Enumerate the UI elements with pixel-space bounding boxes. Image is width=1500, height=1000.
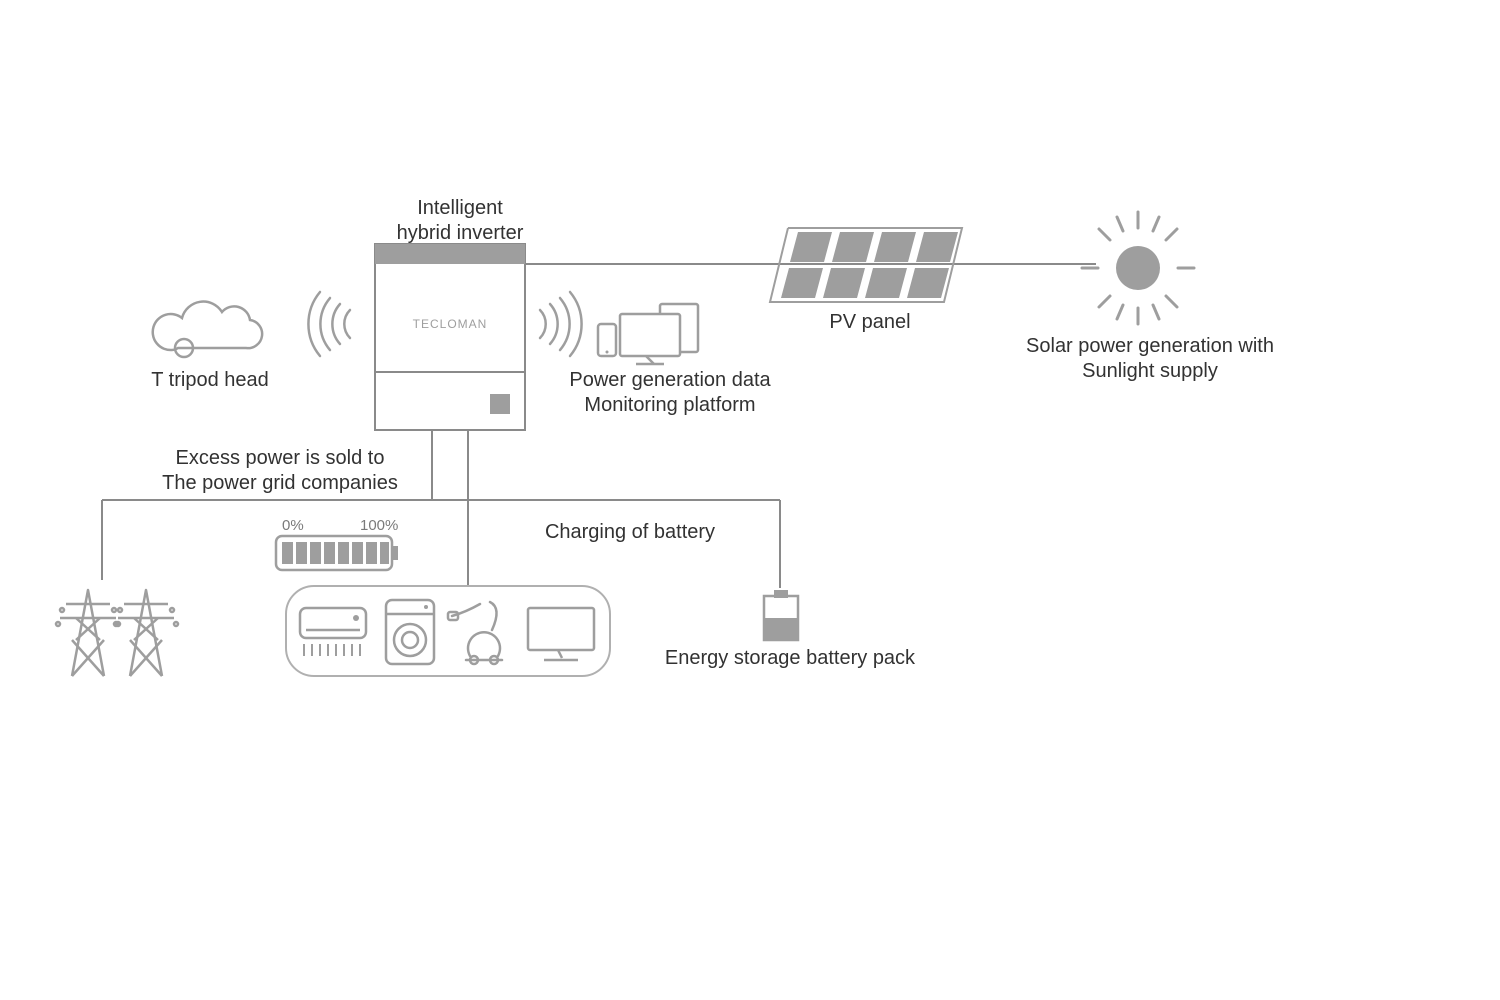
energy-flow-diagram: TECLOMAN <box>0 0 1500 1000</box>
inverter-icon: TECLOMAN <box>375 244 525 430</box>
tv-icon <box>528 608 594 660</box>
vacuum-icon <box>448 602 502 664</box>
washer-icon <box>386 600 434 664</box>
towers-icon <box>56 590 178 676</box>
inverter-label: Intelligent hybrid inverter <box>350 196 570 246</box>
cloud-icon <box>153 302 262 357</box>
ac-icon <box>300 608 366 656</box>
battery-gauge-icon: 0% 100% <box>276 517 398 570</box>
monitor-label: Power generation data Monitoring platfor… <box>540 368 800 418</box>
wireless-left-icon <box>308 292 350 356</box>
solar-label: Solar power generation with Sunlight sup… <box>1000 334 1300 384</box>
charging-label: Charging of battery <box>510 520 750 545</box>
excess-power-label: Excess power is sold to The power grid c… <box>130 446 430 496</box>
wireless-right-icon <box>540 292 582 356</box>
pv-panel-label: PV panel <box>800 310 940 335</box>
battery-pack-icon <box>764 590 798 640</box>
storage-label: Energy storage battery pack <box>640 646 940 671</box>
tripod-label: T tripod head <box>120 368 300 393</box>
battery-low-label: 0% <box>282 517 304 534</box>
sun-icon <box>1082 212 1194 324</box>
monitors-icon <box>598 304 698 364</box>
inverter-brand-text: TECLOMAN <box>413 317 488 331</box>
battery-high-label: 100% <box>360 517 398 534</box>
